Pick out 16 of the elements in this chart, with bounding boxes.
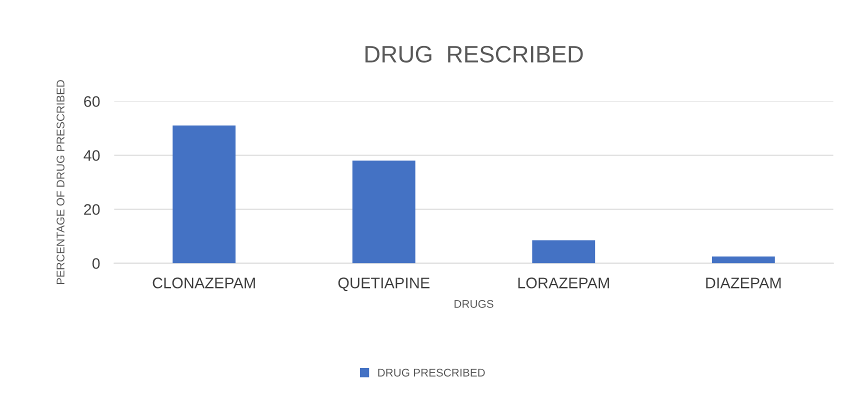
y-tick-label: 60 (84, 96, 100, 107)
bar (532, 240, 596, 264)
y-axis-title: PERCENTAGE OF DRUG PRESCRIBED (56, 80, 64, 284)
bar (712, 256, 775, 264)
bar (352, 160, 416, 264)
x-tick-label: DIAZEPAM (706, 278, 781, 288)
y-tick-label: 40 (84, 150, 100, 161)
x-tick-label: QUETIAPINE (338, 278, 430, 292)
chart-title: DRUG RESCRIBED (365, 46, 583, 63)
x-tick-label: CLONAZEPAM (152, 278, 255, 288)
y-tick-label: 0 (92, 258, 100, 269)
x-tick-label: LORAZEPAM (518, 278, 609, 288)
y-tick-label: 20 (84, 204, 100, 215)
x-axis-title: DRUGS (454, 300, 494, 308)
legend-label: DRUG PRESCRIBED (378, 368, 485, 377)
bar (172, 126, 236, 264)
